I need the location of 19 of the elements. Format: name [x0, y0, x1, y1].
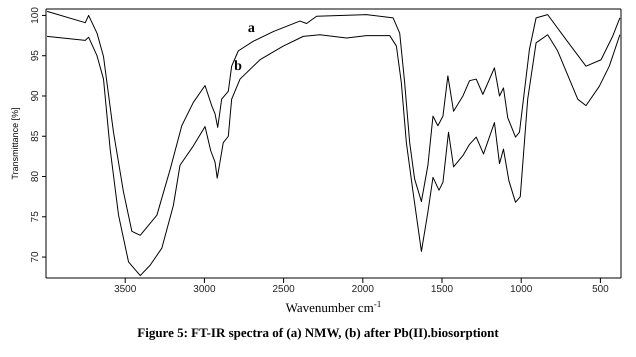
x-tick-label: 2000	[352, 284, 374, 296]
x-tick-label: 2500	[272, 284, 296, 296]
y-tick-label: 75	[30, 210, 41, 222]
y-axis-title: Transmittance [%]	[10, 107, 20, 180]
x-axis-title: Wavenumber cm$^{-1}$	[286, 299, 382, 315]
series-label: b	[234, 59, 242, 74]
y-tick-label: 90	[30, 90, 41, 102]
y-tick-label: 95	[30, 50, 41, 62]
x-tick-label: 3500	[114, 284, 137, 296]
x-tick-label: 500	[592, 284, 610, 296]
series-label: a	[248, 21, 255, 36]
x-tick-label: 1000	[510, 284, 533, 296]
y-tick-label: 85	[30, 130, 41, 142]
y-tick-label: 80	[30, 170, 41, 182]
y-tick-label: 100	[30, 6, 41, 24]
text: Figure 5: FT-IR spectra of (a) NMW, (b) after Pb(II).biosorptiont	[136, 325, 500, 341]
x-tick-label: 1500	[430, 284, 454, 296]
y-tick-label: 70	[30, 251, 41, 263]
x-tick-label: 3000	[193, 284, 216, 296]
